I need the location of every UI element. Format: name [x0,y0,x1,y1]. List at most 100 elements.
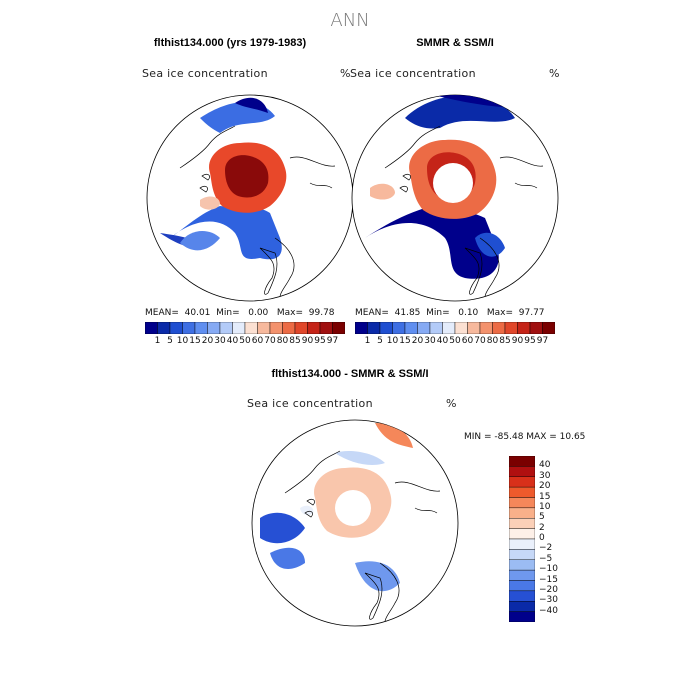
ice-pacific-sector [200,101,275,133]
coastline-siberia [284,450,341,494]
colorbar-swatch [509,456,535,467]
colorbar-swatch [509,486,535,498]
colorbar-tick-label: 40 [226,336,239,346]
colorbar-swatch [257,322,271,334]
colorbar-swatch [509,580,535,592]
colorbar-swatch [145,322,158,334]
colorbar-swatch [182,322,196,334]
colorbar-swatch [454,322,468,334]
colorbar-tick-label: 15 [539,491,551,502]
colorbar-tick-label: −20 [539,584,558,595]
colorbar-swatch [509,497,535,509]
diff-panel-field-label: Sea ice concentration [247,397,373,410]
colorbar-tick-label: 90 [301,336,314,346]
ice-atlantic-sector [365,208,499,279]
coastline-archipelago [199,174,210,193]
panel-2-colorbar-labels: 1 5 10 15 20 30 40 50 60 70 80 85 90 95 97 [355,336,555,348]
coastline-europe [479,237,500,301]
diff-labrador [270,547,305,569]
colorbar-swatch [319,322,333,334]
colorbar-tick-label: 30 [424,336,436,346]
panel-1-field-label: Sea ice concentration [142,67,268,80]
colorbar-swatch [442,322,456,334]
colorbar-tick-label: 20 [201,336,214,346]
coastline-europe [379,562,400,626]
colorbar-tick-label: 10 [176,336,189,346]
ice-baffin-blue [475,232,505,257]
colorbar-swatch [269,322,283,334]
colorbar-tick-label: 20 [411,336,424,346]
colorbar-swatch [479,322,493,334]
colorbar-swatch [509,476,535,488]
panel-1-unit-label: % [340,67,351,80]
colorbar-tick-label: 20 [539,481,551,492]
coastline-siberia [384,125,441,169]
diff-hudson [300,505,314,516]
diff-polar-map [251,419,459,627]
colorbar-swatch [404,322,418,334]
colorbar-tick-label: 10 [539,501,551,512]
panel-2-colorbar [355,322,555,334]
diff-panel-minmax: MIN = -85.48 MAX = 10.65 [464,432,586,442]
coastline-archipelago [399,174,411,193]
colorbar-swatch [194,322,208,334]
colorbar-tick-label: −2 [539,543,553,554]
colorbar-tick-label: 95 [524,336,536,346]
colorbar-tick-label: 10 [386,336,399,346]
coastline-alaska [289,156,336,189]
colorbar-tick-label: 90 [511,336,524,346]
panel-1-stats: MEAN= 40.01 Min= 0.00 Max= 99.78 [145,308,335,318]
colorbar-tick-label: 30 [539,470,551,481]
colorbar-swatch [294,322,308,334]
coastline-greenland [259,247,278,295]
panel-2-stats: MEAN= 41.85 Min= 0.10 Max= 97.77 [355,308,545,318]
panel-1-polar-map [146,94,354,302]
coastline-greenland [364,572,383,620]
colorbar-tick-label: 40 [539,460,551,471]
colorbar-tick-label: −30 [539,595,558,606]
panel-2-polar-map [351,94,559,302]
colorbar-swatch [332,322,345,334]
colorbar-swatch [509,518,535,529]
colorbar-swatch [509,611,535,622]
colorbar-swatch [509,569,535,581]
coastline-greenland [464,247,483,295]
diff-pacific-band [335,451,385,465]
ice-central-arctic [225,155,269,198]
colorbar-swatch [542,322,555,334]
diff-panel-title: flthist134.000 - SMMR & SSM/I [271,368,429,380]
colorbar-tick-label: 5 [377,336,383,346]
ice-pacific-edge [235,97,268,113]
diff-pole-hole [335,490,371,526]
coastline-archipelago [304,499,315,518]
figure-title: ANN [330,10,370,31]
colorbar-tick-label: 97 [536,336,549,346]
panel-1-colorbar [145,322,345,334]
colorbar-swatch [509,559,535,571]
colorbar-swatch [355,322,368,334]
colorbar-tick-label: 60 [461,336,474,346]
colorbar-swatch [207,322,221,334]
colorbar-tick-label: 5 [539,512,545,523]
colorbar-swatch [307,322,321,334]
coastline-alaska [499,156,544,189]
colorbar-swatch [504,322,518,334]
coastline-siberia [179,125,236,169]
colorbar-tick-label: 85 [499,336,511,346]
coastline-alaska [394,481,441,514]
panel-2-field-label: Sea ice concentration [350,67,476,80]
coastline-europe [274,237,295,301]
colorbar-tick-label: 85 [289,336,301,346]
colorbar-tick-label: 40 [436,336,449,346]
diff-panel-unit-label: % [446,397,457,410]
colorbar-swatch [509,507,535,519]
colorbar-tick-label: 70 [474,336,486,346]
colorbar-tick-label: 97 [326,336,339,346]
colorbar-swatch [232,322,246,334]
colorbar-tick-label: 15 [189,336,201,346]
colorbar-tick-label: 95 [314,336,326,346]
colorbar-swatch [417,322,431,334]
colorbar-tick-label: −10 [539,564,558,575]
colorbar-tick-label: −40 [539,605,558,616]
colorbar-swatch [429,322,443,334]
